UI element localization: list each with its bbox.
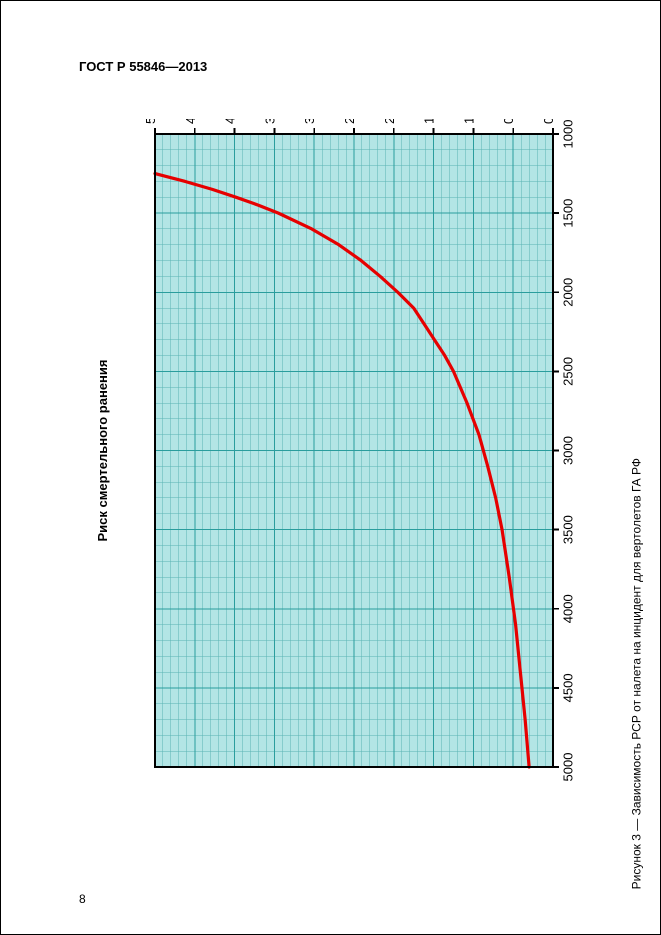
page: ГОСТ Р 55846—2013 0.0 0.5 1.0 1.5 2.0 2.5 3.0 3… bbox=[0, 0, 661, 935]
x-tick-label: 4000 bbox=[560, 594, 575, 623]
y-tick-label: 1.5 bbox=[422, 119, 437, 124]
y-axis-title: Риск смертельного ранения bbox=[95, 360, 110, 542]
x-tick-label: 3000 bbox=[560, 436, 575, 465]
page-number: 8 bbox=[79, 892, 86, 906]
x-tick-label: 1500 bbox=[560, 199, 575, 228]
y-tick-label: 1.0 bbox=[461, 119, 476, 124]
y-tick-label: 2.0 bbox=[382, 119, 397, 124]
y-tick-label: 0.0 bbox=[541, 119, 556, 124]
y-tick-label: 2.5 bbox=[342, 119, 357, 124]
y-tick-label: 4.5 bbox=[183, 119, 198, 124]
x-tick-label: 4500 bbox=[560, 673, 575, 702]
document-standard-header: ГОСТ Р 55846—2013 bbox=[79, 59, 207, 74]
chart: 0.0 0.5 1.0 1.5 2.0 2.5 3.0 3.5 4.0 4.5 5.0*10⁻⁵ 10… bbox=[83, 119, 583, 839]
chart-svg: 0.0 0.5 1.0 1.5 2.0 2.5 3.0 3.5 4.0 4.5 5.0*10⁻⁵ 10… bbox=[83, 119, 583, 839]
y-tick-label: 3.0 bbox=[302, 119, 317, 124]
y-tick-label: 4.0 bbox=[223, 119, 238, 124]
x-tick-label: 2500 bbox=[560, 357, 575, 386]
x-tick-label: 3500 bbox=[560, 515, 575, 544]
x-tick-label: 1000 bbox=[560, 120, 575, 149]
y-tick-label: 5.0*10⁻⁵ bbox=[143, 119, 158, 124]
x-tick-label: 2000 bbox=[560, 278, 575, 307]
y-tick-label: 0.5 bbox=[501, 119, 516, 124]
figure-caption: Рисунок 3 — Зависимость РСР от налета на… bbox=[629, 458, 643, 889]
y-tick-label: 3.5 bbox=[262, 119, 277, 124]
x-tick-label: 5000 bbox=[560, 753, 575, 782]
